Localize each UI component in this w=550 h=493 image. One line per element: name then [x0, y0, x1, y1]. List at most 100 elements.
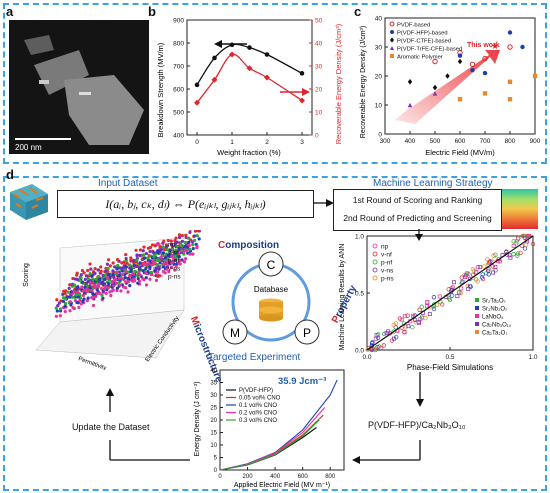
ann-point: [511, 243, 516, 248]
ann-point: [402, 314, 407, 319]
3d-point: [115, 286, 119, 290]
b-point: [211, 76, 218, 83]
ann-point: [381, 343, 386, 348]
3d-point: [177, 247, 181, 251]
3d-point: [111, 261, 115, 265]
3d-point: [113, 278, 117, 282]
3d-point: [124, 265, 129, 269]
c-xtick-label: 400: [405, 138, 416, 145]
c-xtick-label: 700: [480, 138, 491, 145]
3d-point: [68, 309, 72, 313]
ann-legend-right-label: Sr₂Nb₂O₇: [482, 306, 507, 312]
3d-point: [126, 290, 130, 294]
3d-point: [172, 257, 176, 261]
3d-point: [81, 293, 85, 298]
scale-bar-label: 200 nm: [15, 143, 42, 152]
ann-point: [370, 340, 375, 345]
ann-xtick-label: 1.0: [528, 354, 537, 361]
b-ytick-right-label: 50: [315, 18, 323, 25]
ann-point: [493, 252, 498, 257]
3d-point: [184, 233, 188, 237]
3d-point: [113, 265, 117, 269]
ann-ylabel: Machine Learning Results by ANN: [339, 244, 346, 351]
ann-legend-left-marker: [372, 259, 378, 265]
ann-point: [486, 267, 491, 272]
3d-point: [169, 242, 174, 246]
c-point: [507, 79, 513, 84]
3d-point: [132, 258, 136, 262]
node-p: [294, 319, 320, 345]
ann-point: [457, 290, 462, 295]
3d-point: [94, 277, 98, 281]
exp-xlabel: Applied Electric Field (MV m⁻¹): [234, 482, 330, 489]
ann-point: [369, 347, 374, 353]
3d-point: [172, 254, 177, 258]
b-point: [194, 82, 200, 88]
3d-point: [80, 269, 85, 273]
3d-point: [180, 239, 184, 243]
ann-legend-right: Sr₂Ta₂O₇ Sr₂Nb₂O₇ LaNbO₄ Ca₂Nb₃O₁₀ Ca₂Ta₂O₇: [475, 298, 512, 336]
c-legend-label: P(VDF-TrFE-CFE)-based: [397, 46, 462, 52]
3d-point: [58, 307, 63, 311]
top-frame: [3, 3, 547, 164]
b-arrow-left-head: [214, 40, 222, 48]
b-ytick-left-label: 400: [173, 133, 184, 140]
3d-point: [179, 242, 183, 246]
ann-point: [459, 275, 464, 280]
3d-point: [137, 279, 142, 283]
3d-point: [64, 289, 68, 293]
ann-point: [402, 329, 407, 334]
node-m-label: M: [230, 326, 240, 340]
3d-point: [76, 301, 80, 305]
3d-point: [129, 269, 133, 273]
3d-point: [188, 230, 192, 235]
panel-label-b: b: [148, 4, 156, 19]
ann-point: [475, 265, 480, 270]
3d-point: [126, 270, 131, 274]
c-legend-label: P(VDF-CTFE)-based: [397, 38, 451, 44]
3d-point: [142, 262, 146, 266]
3d-point: [137, 271, 141, 275]
ann-point: [515, 251, 520, 256]
3d-point: [61, 299, 65, 303]
3d-point: [124, 256, 128, 261]
c-xtick-label: 600: [455, 138, 466, 145]
ann-point: [419, 304, 424, 309]
exp-xtick-label: 400: [270, 474, 281, 480]
3d-point: [167, 270, 171, 274]
exp-lines: [219, 379, 338, 471]
3d-point: [55, 298, 59, 302]
ml-steps-box: 1st Round of Scoring and Ranking 2nd Rou…: [333, 189, 502, 231]
b-point: [212, 55, 217, 61]
3d-point: [166, 258, 170, 262]
ann-point: [491, 270, 495, 275]
node-p-label: P: [303, 326, 311, 340]
3d-point: [129, 257, 133, 261]
ann-point: [450, 285, 455, 290]
3d-point: [56, 303, 60, 308]
3d-point: [142, 277, 146, 282]
scatter-3d: Scoring Permittivity Electric Conductivi…: [23, 230, 201, 370]
exp-ytick-label: 0: [214, 468, 218, 474]
c-legend: PVDF-based P(VDF-HFP)-based P(VDF-CTFE)-ba…: [389, 21, 462, 60]
c-legend-marker: [390, 46, 394, 50]
exp-ytick-label: 35: [210, 381, 217, 387]
c-point: [457, 53, 463, 58]
tem-image: 200 nm: [9, 20, 149, 154]
ann-point: [410, 325, 415, 330]
3d-point: [104, 291, 108, 296]
3d-point: [156, 270, 160, 274]
3d-point: [142, 256, 147, 260]
exp-ylabel: Energy Density (J cm⁻³): [194, 382, 201, 457]
panel-b-chart: Breakdown Strength (MV/m) Recoverable En…: [156, 18, 343, 158]
b-curve: [196, 43, 303, 86]
3d-point: [75, 287, 79, 292]
c-xtick-label: 500: [430, 138, 441, 145]
3d-point: [115, 270, 119, 275]
c-ytick-label: 40: [375, 16, 383, 23]
panel-label-a: a: [6, 4, 14, 19]
c-xtick-label: 300: [380, 138, 391, 145]
3d-point: [184, 257, 188, 261]
3d-point: [135, 253, 139, 258]
